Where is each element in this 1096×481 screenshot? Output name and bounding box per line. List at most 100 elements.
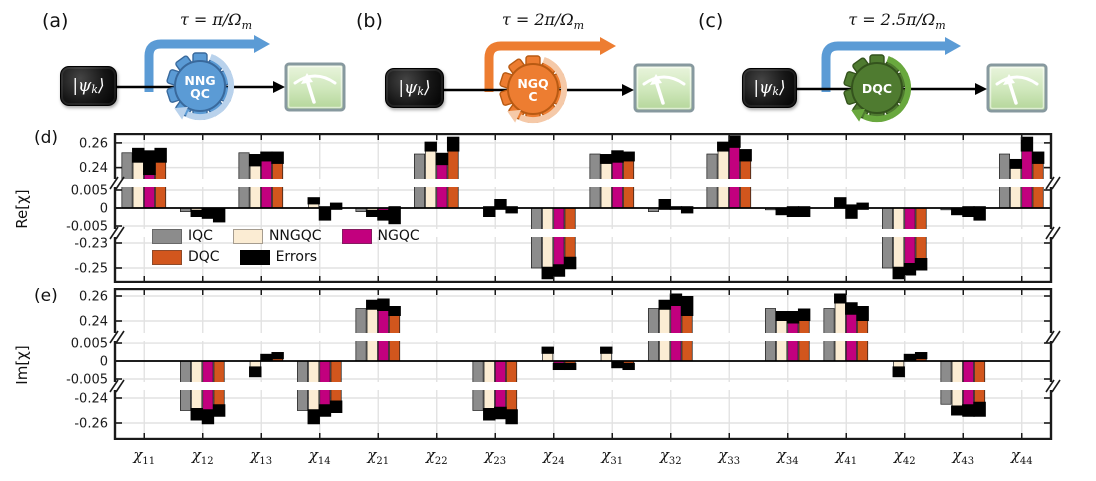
y-tick-label: -0.23	[74, 237, 108, 252]
x-tick-label-chi32: χ32	[659, 446, 682, 467]
axis-break-mark	[1045, 379, 1055, 393]
axis-break-mark	[115, 226, 125, 240]
error-box	[797, 308, 811, 321]
error-box	[914, 352, 928, 360]
legend-label: IQC	[188, 228, 213, 244]
error-box	[951, 208, 964, 216]
y-tick-label: -0.005	[66, 373, 108, 388]
meter-needle	[305, 78, 316, 104]
error-box	[669, 293, 683, 306]
error-box	[658, 198, 671, 210]
gear-body	[174, 60, 226, 112]
error-box	[611, 361, 624, 369]
error-box	[622, 151, 635, 162]
bar-chart-im-chi: 0.26 0.24 0.005 0 -0.005 -0.24 -0.26	[66, 288, 1061, 440]
error-box	[366, 299, 379, 310]
y-tick-label: 0.005	[71, 337, 108, 352]
gear-label: NNG QC	[184, 73, 215, 101]
axis-break-mark	[1051, 330, 1061, 344]
legend-item-dqc: DQC	[152, 249, 220, 265]
meter-needle-tip	[650, 74, 662, 85]
error-box	[797, 206, 811, 218]
error-box	[552, 362, 566, 371]
error-box	[505, 409, 518, 425]
x-tick-label-chi42: χ42	[893, 446, 916, 467]
x-tick-label-chi34: χ34	[776, 446, 799, 467]
x-tick-label-chi44: χ44	[1010, 446, 1033, 467]
ket-state-c: |ψ k ⟩	[742, 68, 797, 108]
error-box	[260, 353, 273, 362]
error-box	[494, 198, 507, 210]
tau-sub: m	[241, 19, 253, 33]
axis-break-mark	[1051, 226, 1061, 240]
panel-label-b: (b)	[356, 10, 383, 32]
error-box	[717, 141, 730, 152]
error-box	[856, 306, 869, 321]
x-tick-label-chi21: χ21	[367, 446, 390, 467]
axis-break-mark	[115, 176, 125, 190]
meter-dial-arc	[293, 74, 337, 85]
x-tick-label-chi33: χ33	[718, 446, 741, 467]
x-tick-label-chi22: χ22	[425, 446, 448, 467]
legend-item-ngqc: NGQC	[341, 228, 420, 244]
legend-swatch-ngqc	[341, 228, 372, 244]
y-tick-label: 0.005	[71, 183, 108, 198]
bar-nngqc-21	[366, 304, 378, 362]
bar-nngqc-22	[425, 146, 437, 209]
legend-swatch-dqc	[152, 249, 182, 265]
feedback-arc-arrowhead-icon	[851, 108, 866, 122]
meter-bevel	[287, 65, 343, 109]
tau-arrow-icon	[144, 39, 254, 92]
error-box	[483, 206, 496, 218]
legend-label: Errors	[275, 249, 317, 265]
axis-break-mark	[1045, 330, 1055, 344]
tau-arrow-icon	[821, 41, 945, 92]
error-box	[377, 298, 390, 311]
legend-item-errors: Errors	[239, 249, 317, 265]
x-tick-label-chi31: χ31	[601, 446, 624, 467]
error-box	[728, 135, 741, 148]
legend-swatch-nngqc	[232, 228, 263, 244]
meter-face	[986, 63, 1048, 113]
meter-icon	[633, 63, 695, 113]
gear-body	[851, 62, 903, 114]
error-box	[190, 408, 203, 421]
meter-icon	[986, 63, 1048, 113]
feedback-arc-icon	[518, 57, 567, 123]
error-box	[388, 206, 401, 225]
error-box	[775, 311, 788, 321]
panel-label-e: (e)	[34, 286, 58, 306]
gear-body	[507, 63, 559, 115]
error-box	[892, 366, 905, 378]
meter-needle-tip	[1003, 74, 1015, 85]
axis-break-mark	[1051, 379, 1061, 393]
error-box	[307, 197, 320, 205]
y-axis-title-re: Re[χ]	[13, 189, 31, 229]
tau-expr: τ = 2π/Ω	[501, 10, 574, 29]
ket-sub: k	[91, 82, 99, 96]
meter-icon	[284, 62, 346, 112]
error-box	[190, 209, 203, 218]
error-box	[775, 208, 788, 216]
error-box	[892, 266, 905, 280]
ket-open: |ψ	[753, 78, 773, 98]
meter-dial-arc	[642, 75, 686, 86]
y-tick-label: -0.26	[74, 417, 108, 432]
chart-legend: IQC NNGQC NGQC DQC Errors	[152, 228, 434, 265]
axis-break-mark	[109, 176, 119, 190]
meter-needle	[1007, 79, 1018, 105]
circuit-diagram-graphics: NNG QC NGQ C DQC	[116, 35, 1048, 123]
bar-iqc-24	[531, 207, 543, 269]
legend-item-iqc: IQC	[152, 228, 213, 244]
ket-close: ⟩	[779, 78, 786, 98]
ket-sub: k	[417, 84, 425, 98]
error-box	[973, 206, 986, 221]
error-box	[318, 206, 332, 221]
legend-row: DQC Errors	[152, 249, 434, 265]
y-tick-label: -0.25	[74, 262, 108, 277]
y-tick-label: 0.24	[79, 315, 108, 330]
x-tick-label-chi11: χ11	[133, 446, 156, 467]
error-box	[962, 206, 975, 218]
process-arrowhead-icon	[975, 83, 987, 95]
legend-swatch-iqc	[152, 228, 182, 244]
